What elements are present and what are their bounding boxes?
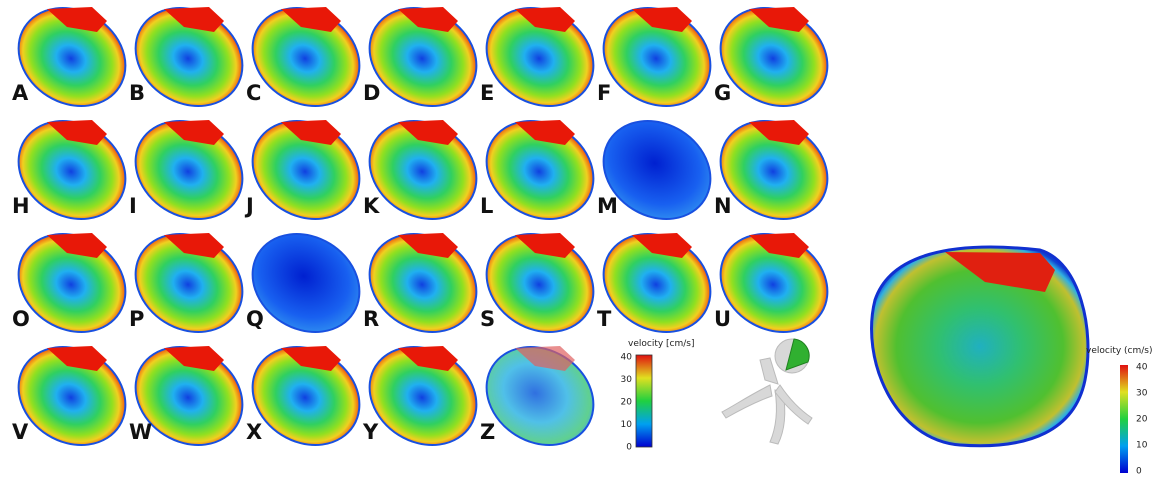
colorbar xyxy=(1120,365,1128,473)
panel-label: Y xyxy=(362,420,379,444)
panel: C xyxy=(234,0,378,126)
colorbar-ticks: 40 30 20 10 0 xyxy=(621,353,633,453)
colorbar-tick-label: 40 xyxy=(1136,363,1148,373)
panel: O xyxy=(0,214,144,351)
panel-label: C xyxy=(246,81,261,105)
colorbar xyxy=(636,355,652,447)
legend-title: velocity (cm/s) xyxy=(1086,346,1153,356)
colorbar-tick-label: 30 xyxy=(621,375,633,385)
figure: A B C D E F G H I J K L M N O P Q R S T U V W X Y Z velocity [cm/… xyxy=(0,0,1167,478)
panel-label: V xyxy=(12,420,29,444)
panel-label: X xyxy=(246,420,262,444)
panel-label: H xyxy=(12,194,30,218)
panel: S xyxy=(468,214,612,351)
panel: B xyxy=(117,0,261,126)
panel-label: R xyxy=(363,307,379,331)
panel: D xyxy=(351,0,495,126)
velocity-map xyxy=(234,214,378,351)
colorbar-tick-label: 30 xyxy=(1136,389,1148,399)
panel: E xyxy=(468,0,612,126)
panel: W xyxy=(117,327,261,464)
panel: Z xyxy=(468,327,612,464)
panel-label: U xyxy=(714,307,731,331)
panel-grid: A B C D E F G H I J K L M N O P Q R S T U V W X Y Z xyxy=(0,0,846,465)
panel-label: S xyxy=(480,307,495,331)
panel-label: W xyxy=(129,420,152,444)
panel-label: P xyxy=(129,307,144,331)
panel: K xyxy=(351,101,495,238)
panel: I xyxy=(117,101,261,238)
panel: J xyxy=(234,101,378,238)
panel-label: G xyxy=(714,81,731,105)
panel: X xyxy=(234,327,378,464)
panel-label: J xyxy=(244,194,254,218)
colorbar-tick-label: 40 xyxy=(621,353,633,363)
colorbar-tick-label: 20 xyxy=(1136,415,1148,425)
panel-label: F xyxy=(597,81,611,105)
panel-label: Q xyxy=(246,307,264,331)
panel: U xyxy=(702,214,846,351)
panel: T xyxy=(585,214,729,351)
panel-label: B xyxy=(129,81,145,105)
panel-label: L xyxy=(480,194,493,218)
panel: H xyxy=(0,101,144,238)
colorbar-tick-label: 0 xyxy=(1136,467,1142,477)
panel: L xyxy=(468,101,612,238)
panel: V xyxy=(0,327,144,464)
colorbar-tick-label: 10 xyxy=(1136,441,1148,451)
colorbar-tick-label: 0 xyxy=(626,443,632,453)
panel-label: T xyxy=(597,307,612,331)
panel-label: K xyxy=(363,194,380,218)
panel: Q xyxy=(234,214,378,351)
panel-label: M xyxy=(597,194,618,218)
velocity-map xyxy=(585,101,729,238)
panel-label: E xyxy=(480,81,494,105)
panel-label: I xyxy=(129,194,137,218)
panel-label: Z xyxy=(480,420,495,444)
panel: F xyxy=(585,0,729,126)
panel: Y xyxy=(351,327,495,464)
panel: R xyxy=(351,214,495,351)
colorbar-ticks: 40 30 20 10 0 xyxy=(1136,363,1148,477)
panel-label: N xyxy=(714,194,732,218)
colorbar-tick-label: 10 xyxy=(621,420,633,430)
legend-title: velocity [cm/s] xyxy=(628,339,695,349)
anatomy-icon xyxy=(722,339,812,444)
panel: N xyxy=(702,101,846,238)
colorbar-tick-label: 20 xyxy=(621,398,633,408)
panel: G xyxy=(702,0,846,126)
panel: M xyxy=(585,101,729,238)
large-panel xyxy=(872,247,1088,446)
panel-label: A xyxy=(12,81,29,105)
panel-label: O xyxy=(12,307,30,331)
panel: A xyxy=(0,0,144,126)
panel-label: D xyxy=(363,81,380,105)
panel: P xyxy=(117,214,261,351)
